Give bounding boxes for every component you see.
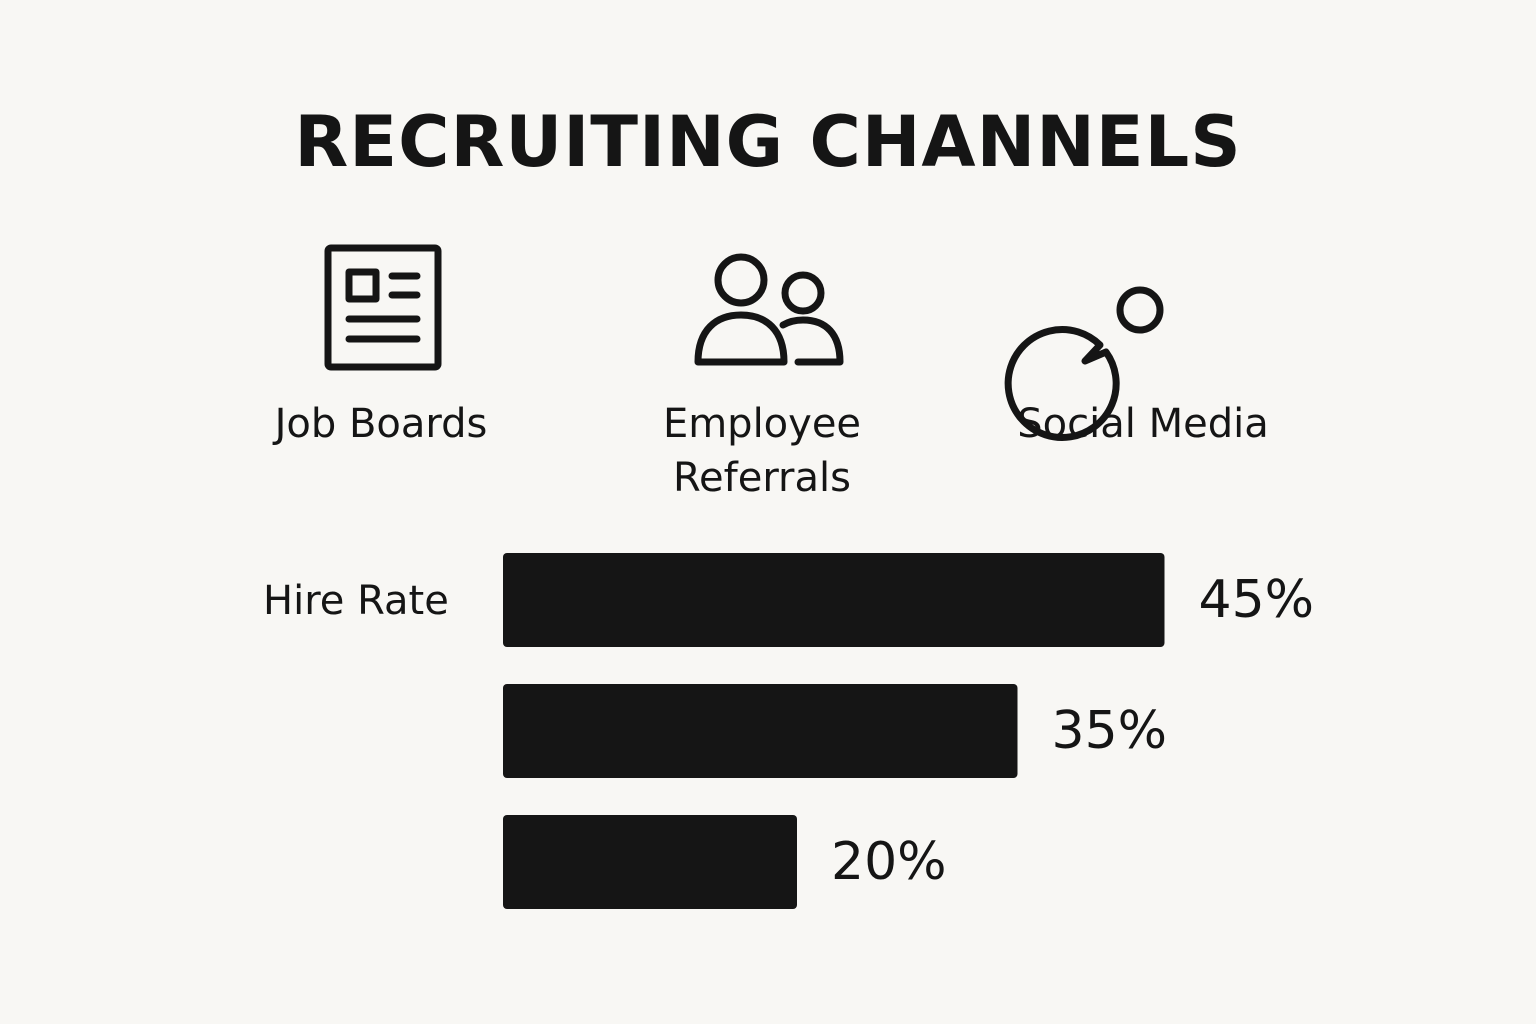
category-label: Social Media xyxy=(1017,401,1269,447)
value-label: 20% xyxy=(831,832,947,892)
employee-referrals-icon xyxy=(694,253,844,366)
series-label: Hire Rate xyxy=(263,578,449,624)
bar xyxy=(503,815,797,909)
category-label: Employee Referrals xyxy=(662,401,862,501)
value-label: 35% xyxy=(1051,701,1168,761)
social-media-icon xyxy=(1004,286,1164,441)
bar xyxy=(503,553,1165,647)
bar xyxy=(503,684,1018,778)
value-label: 45% xyxy=(1198,570,1315,630)
chart-title: RECRUITING CHANNELS xyxy=(294,101,1242,183)
category-label: Job Boards xyxy=(274,401,488,447)
job-boards-icon xyxy=(324,244,442,371)
bars xyxy=(503,553,1165,909)
